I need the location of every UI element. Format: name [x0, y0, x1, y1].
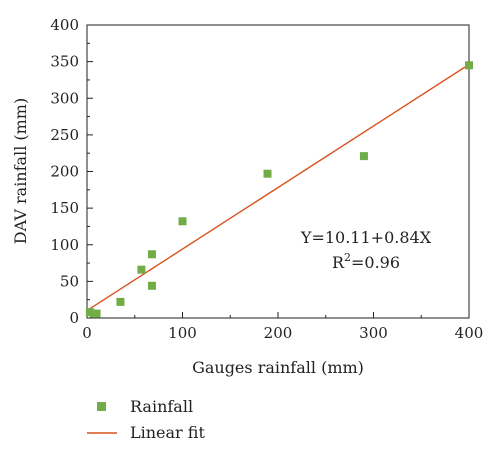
data-point — [116, 297, 125, 306]
x-tick-label: 300 — [359, 324, 388, 342]
data-point — [178, 217, 187, 226]
y-tick-label: 200 — [50, 163, 79, 181]
linear-fit-line — [86, 63, 470, 312]
y-tick-label: 350 — [50, 53, 79, 71]
points-layer — [85, 61, 473, 318]
r2-prefix: R — [332, 253, 345, 272]
data-point — [263, 169, 272, 178]
r2-value: =0.96 — [351, 253, 400, 272]
y-tick-label: 50 — [60, 272, 79, 290]
y-tick-label: 250 — [50, 126, 79, 144]
x-tick-label: 200 — [264, 324, 293, 342]
y-tick-label: 300 — [50, 89, 79, 107]
x-tick-label: 100 — [168, 324, 197, 342]
r2-sup: 2 — [344, 251, 351, 264]
equation-annotation: Y=10.11+0.84X — [300, 228, 432, 247]
r2-annotation: R2=0.96 — [332, 251, 400, 272]
y-tick-label: 0 — [69, 309, 79, 327]
legend-marker-rainfall — [97, 402, 106, 411]
data-point — [147, 281, 156, 290]
fit-line-layer — [86, 63, 470, 312]
x-tick-label: 0 — [82, 324, 92, 342]
y-axis-label: DAV rainfall (mm) — [11, 98, 30, 244]
y-tick-label: 150 — [50, 199, 79, 217]
data-point — [92, 309, 101, 318]
legend-label-rainfall: Rainfall — [130, 397, 193, 416]
data-point — [137, 265, 146, 274]
legend-label-linear-fit: Linear fit — [130, 423, 205, 442]
data-point — [465, 61, 473, 70]
data-point — [359, 152, 368, 161]
y-tick-label: 100 — [50, 236, 79, 254]
legend: Rainfall Linear fit — [87, 397, 205, 442]
y-tick-label: 400 — [50, 16, 79, 34]
x-tick-label: 400 — [455, 324, 484, 342]
x-axis-label: Gauges rainfall (mm) — [192, 358, 364, 377]
axes: 0 100 200 300 400 0 50 100 150 200 250 300 350 400 — [50, 16, 483, 342]
data-point — [147, 250, 156, 259]
